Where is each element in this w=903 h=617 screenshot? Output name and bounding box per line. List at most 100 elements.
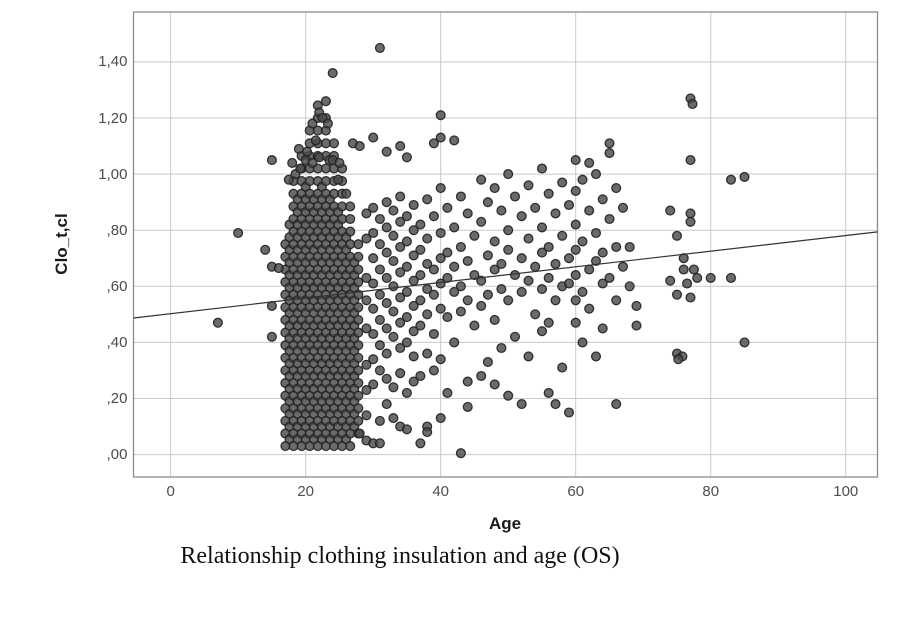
data-point <box>570 270 581 281</box>
data-point <box>368 227 379 239</box>
data-point <box>570 317 581 328</box>
data-point <box>422 233 433 244</box>
y-tick-label: ,40 <box>106 333 128 351</box>
data-point <box>353 277 364 288</box>
data-point <box>310 135 321 146</box>
data-point <box>631 320 642 331</box>
data-point <box>509 270 521 281</box>
data-point <box>345 201 356 212</box>
data-point <box>374 438 385 449</box>
data-point <box>353 377 364 389</box>
data-point <box>590 227 602 239</box>
data-point <box>307 118 318 129</box>
data-point <box>381 222 392 233</box>
data-point <box>353 327 364 338</box>
data-point <box>496 205 507 216</box>
data-point <box>395 267 406 278</box>
y-tick-label: 1,20 <box>98 109 128 127</box>
x-tick-label: 0 <box>166 483 175 500</box>
y-tick-label: ,20 <box>106 389 128 407</box>
data-point <box>442 312 453 323</box>
data-point <box>590 255 602 267</box>
data-point <box>611 295 622 306</box>
data-point <box>422 258 433 269</box>
data-point <box>590 351 602 362</box>
data-point <box>597 323 608 334</box>
data-point <box>361 233 372 244</box>
data-point <box>287 157 298 168</box>
data-point <box>374 340 385 351</box>
data-point <box>482 356 493 368</box>
data-point <box>408 225 419 236</box>
data-point <box>482 197 493 208</box>
data-point <box>395 292 406 303</box>
data-point <box>442 202 453 213</box>
data-point <box>415 219 426 230</box>
data-point <box>273 263 284 274</box>
data-point <box>503 225 514 236</box>
data-point <box>307 157 318 168</box>
data-point <box>476 174 487 185</box>
data-point <box>631 300 642 311</box>
data-point <box>341 188 352 199</box>
data-point <box>550 399 561 410</box>
data-point <box>489 264 500 275</box>
data-point <box>455 281 466 292</box>
data-point <box>503 244 514 255</box>
data-point <box>374 213 385 225</box>
data-point <box>395 241 406 253</box>
data-point <box>353 302 364 313</box>
data-point <box>671 230 683 241</box>
data-point <box>361 359 372 370</box>
data-point <box>523 351 534 362</box>
data-point <box>435 227 446 239</box>
data-point <box>401 236 412 247</box>
data-point <box>428 211 439 222</box>
data-point <box>408 376 419 387</box>
data-point <box>401 261 412 272</box>
data-point <box>530 309 541 320</box>
data-point <box>455 448 466 459</box>
data-point <box>482 250 493 261</box>
data-point <box>422 309 433 320</box>
data-point <box>266 331 277 342</box>
data-point <box>462 255 473 267</box>
data-point <box>401 424 412 435</box>
data-point <box>563 278 575 289</box>
data-point <box>462 295 473 306</box>
data-point <box>322 118 333 129</box>
data-point <box>449 135 460 146</box>
data-point <box>374 239 385 250</box>
data-point <box>685 292 696 303</box>
data-point <box>283 174 294 185</box>
data-point <box>577 337 588 348</box>
data-point <box>489 379 500 390</box>
data-point <box>469 320 480 331</box>
data-point <box>530 261 541 272</box>
data-point <box>543 387 554 398</box>
x-tick-label: 80 <box>702 483 720 500</box>
data-point <box>353 264 364 275</box>
data-point <box>584 205 595 216</box>
data-point <box>368 328 379 340</box>
data-point <box>388 306 399 317</box>
data-point <box>395 368 406 379</box>
data-point <box>368 253 379 264</box>
data-point <box>401 337 412 348</box>
data-point <box>543 241 554 253</box>
data-point <box>503 295 514 306</box>
data-point <box>516 211 527 222</box>
data-point <box>543 317 554 328</box>
data-point <box>597 278 608 289</box>
data-point <box>442 272 453 283</box>
data-point <box>328 138 340 149</box>
data-point <box>401 286 412 297</box>
data-point <box>388 382 399 393</box>
data-point <box>361 323 372 334</box>
data-point <box>381 146 392 157</box>
data-point <box>368 303 379 314</box>
data-point <box>422 348 433 359</box>
data-point <box>665 205 676 216</box>
data-point <box>442 387 453 398</box>
